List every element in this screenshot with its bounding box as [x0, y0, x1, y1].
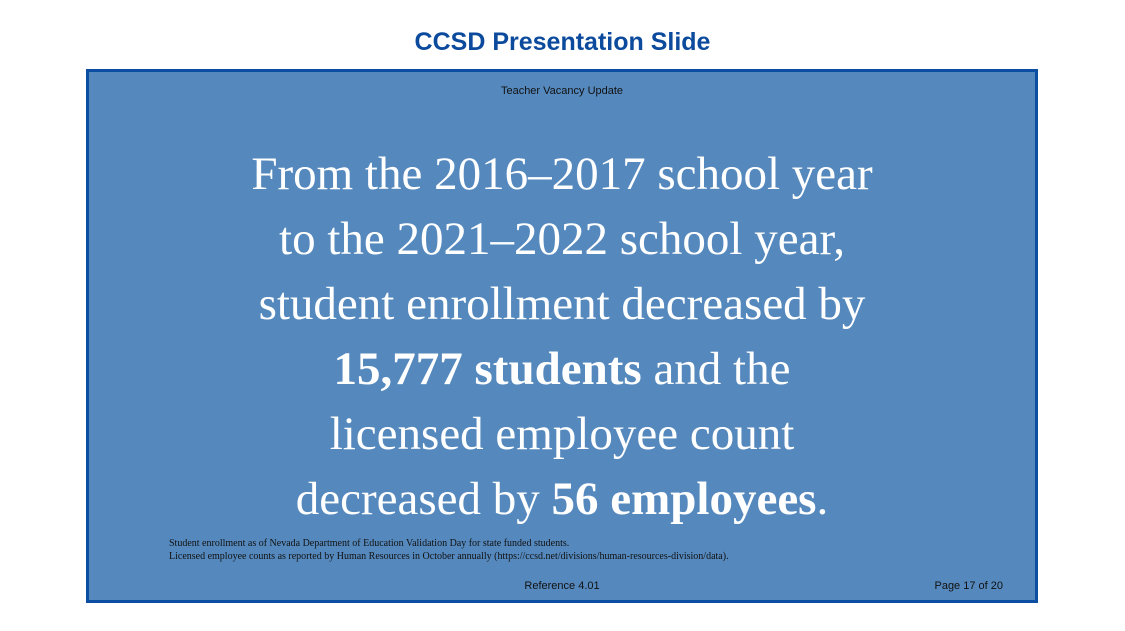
statement-line-4-rest: and the — [641, 343, 791, 395]
statement-line-1: From the 2016–2017 school year — [251, 148, 873, 200]
statement-line-6-post: . — [816, 473, 829, 525]
statement-line-6: decreased by 56 employees. — [109, 467, 1015, 532]
footnote-enrollment: Student enrollment as of Nevada Departme… — [169, 538, 570, 549]
statement-line-4: 15,777 students and the — [109, 337, 1015, 402]
reference-label: Reference 4.01 — [524, 580, 600, 592]
statement-line-3: student enrollment decreased by — [258, 278, 866, 330]
statement-line-5: licensed employee count — [329, 408, 795, 460]
statement-line-2: to the 2021–2022 school year, — [279, 213, 845, 265]
footnotes: Student enrollment as of Nevada Departme… — [169, 537, 1009, 563]
statement-line-6-pre: decreased by — [295, 473, 552, 525]
page-title: CCSD Presentation Slide — [414, 28, 711, 56]
slide-title: Teacher Vacancy Update — [500, 85, 624, 97]
slide-statement: From the 2016–2017 school year to the 20… — [109, 142, 1015, 532]
page-number: Page 17 of 20 — [934, 580, 1003, 592]
footnote-employee-counts: Licensed employee counts as reported by … — [169, 551, 729, 562]
students-count-highlight: 15,777 students — [333, 343, 642, 395]
employees-count-highlight: 56 employees — [551, 473, 817, 525]
slide-panel: Teacher Vacancy Update From the 2016–201… — [86, 69, 1038, 603]
